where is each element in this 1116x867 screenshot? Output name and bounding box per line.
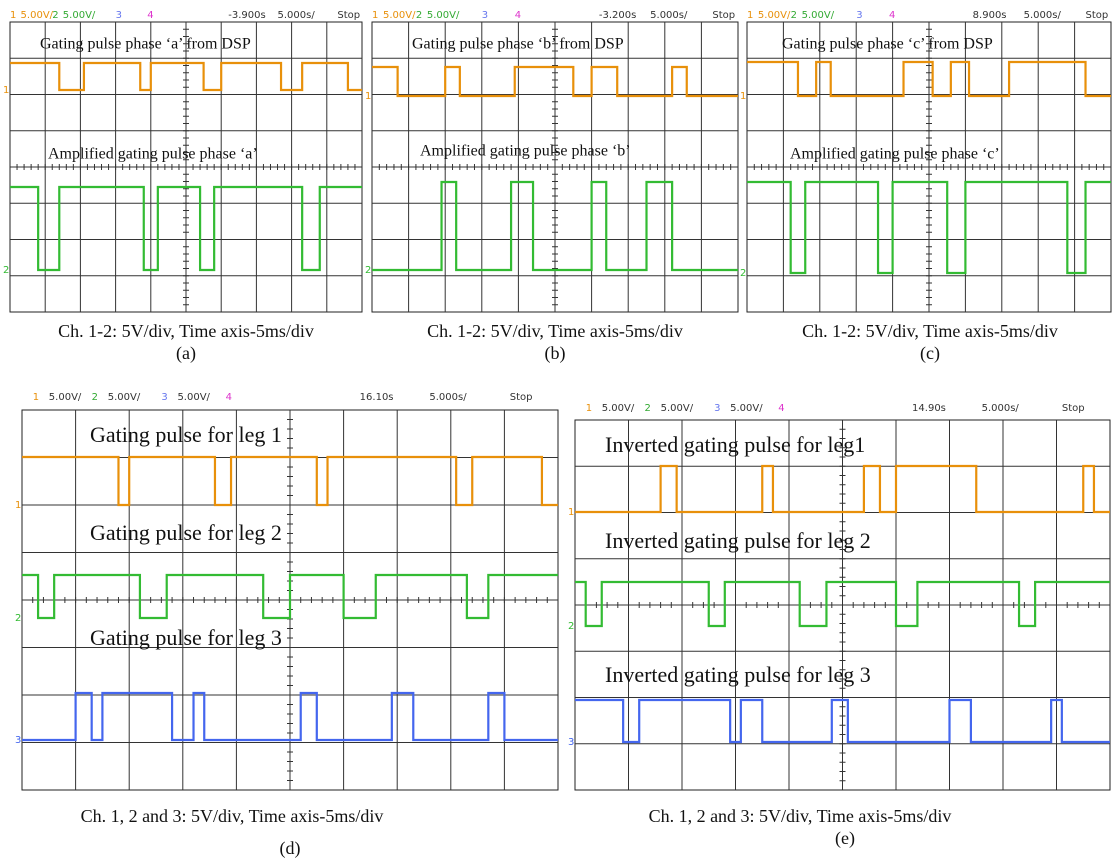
panel-tag: (e): [835, 828, 855, 849]
scope-header-item: -3.200s: [599, 10, 636, 21]
scope-header-item: 2: [416, 10, 422, 21]
scope-header-item: 2: [92, 392, 98, 403]
panel-tag: (b): [545, 343, 566, 364]
scope-header-item: 5.00V/: [427, 10, 460, 21]
channel-marker: 2: [15, 613, 21, 624]
channel-marker: 1: [3, 85, 9, 96]
scope-header-item: Stop: [510, 392, 533, 403]
scope-header-item: 1: [372, 10, 378, 21]
channel-marker: 2: [740, 268, 746, 279]
scope-panel: 1 5.00V/2 5.00V/3 5.00V/4 16.10s 5.000s/Stop 1…: [15, 392, 558, 859]
channel-marker: 1: [568, 507, 574, 518]
caption: Ch. 1-2: 5V/div, Time axis-5ms/div: [427, 321, 683, 341]
trace-label: Gating pulse phase ‘b’ from DSP: [412, 36, 624, 53]
channel-marker: 3: [15, 735, 21, 746]
scope-header-item: 1: [10, 10, 16, 21]
scope-header-item: 5.00V/: [108, 392, 141, 403]
channel-marker: 2: [3, 265, 9, 276]
channel-marker: 1: [15, 500, 21, 511]
trace-label: Amplified gating pulse phase ‘a’: [48, 146, 258, 163]
scope-header-item: 2: [645, 403, 651, 414]
trace-label: Amplified gating pulse phase ‘b’: [420, 143, 631, 160]
trace-label: Gating pulse for leg 3: [90, 625, 282, 650]
trace-label: Inverted gating pulse for leg 2: [605, 528, 871, 553]
scope-header-item: 5.00V/: [21, 10, 54, 21]
scope-header-item: 4: [226, 392, 232, 403]
trace-label: Gating pulse phase ‘c’ from DSP: [782, 36, 993, 53]
channel-marker: 2: [365, 265, 371, 276]
scope-header-item: 2: [52, 10, 58, 21]
scope-header-item: 3: [482, 10, 488, 21]
scope-header-item: 1: [33, 392, 39, 403]
caption: Ch. 1-2: 5V/div, Time axis-5ms/div: [58, 321, 314, 341]
scope-header-item: 1: [586, 403, 592, 414]
scope-header-item: 4: [515, 10, 521, 21]
trace-label: Gating pulse for leg 2: [90, 520, 282, 545]
scope-header-item: 5.00V/: [49, 392, 82, 403]
scope-header-item: 4: [147, 10, 153, 21]
scope-header-item: 4: [778, 403, 784, 414]
trace-label: Inverted gating pulse for leg 3: [605, 662, 871, 687]
scope-header-item: Stop: [712, 10, 735, 21]
scope-header-item: 5.00V/: [730, 403, 763, 414]
trace-label: Amplified gating pulse phase ‘c’: [790, 146, 1000, 163]
panel-tag: (c): [920, 343, 940, 364]
scope-panel: 1 5.00V/2 5.00V/3 5.00V/4 14.90s 5.000s/Stop 1…: [568, 403, 1110, 849]
channel-marker: 3: [568, 737, 574, 748]
scope-header-item: Stop: [337, 10, 360, 21]
scope-header-item: 5.00V/: [661, 403, 694, 414]
scope-header-item: 3: [161, 392, 167, 403]
scope-header-item: 3: [714, 403, 720, 414]
channel-marker: 1: [740, 91, 746, 102]
scope-header-item: 5.00V/: [802, 10, 835, 21]
scope-header-item: 5.00V/: [758, 10, 791, 21]
scope-header-item: 8.900s: [973, 10, 1007, 21]
scope-header-item: Stop: [1062, 403, 1085, 414]
panel-tag: (d): [280, 838, 301, 859]
caption: Ch. 1, 2 and 3: 5V/div, Time axis-5ms/di…: [81, 806, 384, 826]
scope-header-item: 3: [116, 10, 122, 21]
caption: Ch. 1-2: 5V/div, Time axis-5ms/div: [802, 321, 1058, 341]
channel-marker: 2: [568, 621, 574, 632]
scope-header-item: 5.00V/: [63, 10, 96, 21]
scope-header-item: -3.900s: [228, 10, 265, 21]
trace-label: Inverted gating pulse for leg1: [605, 432, 865, 457]
scope-header-item: 3: [856, 10, 862, 21]
scope-header-item: 5.000s/: [429, 392, 467, 403]
scope-header-item: 5.00V/: [602, 403, 635, 414]
caption: Ch. 1, 2 and 3: 5V/div, Time axis-5ms/di…: [649, 806, 952, 826]
scope-header-item: 4: [889, 10, 895, 21]
scope-header-item: 16.10s: [360, 392, 394, 403]
scope-header-item: 14.90s: [912, 403, 946, 414]
scope-header-item: 5.000s/: [982, 403, 1020, 414]
channel-marker: 1: [365, 91, 371, 102]
scope-header-item: 1: [747, 10, 753, 21]
figure: 15.00V/25.00V/34-3.900s5.000s/Stop12Gati…: [0, 0, 1116, 867]
scope-header-item: 5.000s/: [278, 10, 316, 21]
scope-header-item: 2: [791, 10, 797, 21]
scope-header-item: Stop: [1086, 10, 1109, 21]
scope-header-item: 5.00V/: [383, 10, 416, 21]
scope-header-item: 5.000s/: [1024, 10, 1062, 21]
panel-tag: (a): [176, 343, 196, 364]
trace-label: Gating pulse phase ‘a’ from DSP: [40, 36, 251, 53]
scope-header-item: 5.000s/: [650, 10, 688, 21]
trace-label: Gating pulse for leg 1: [90, 422, 282, 447]
scope-header-item: 5.00V/: [177, 392, 210, 403]
